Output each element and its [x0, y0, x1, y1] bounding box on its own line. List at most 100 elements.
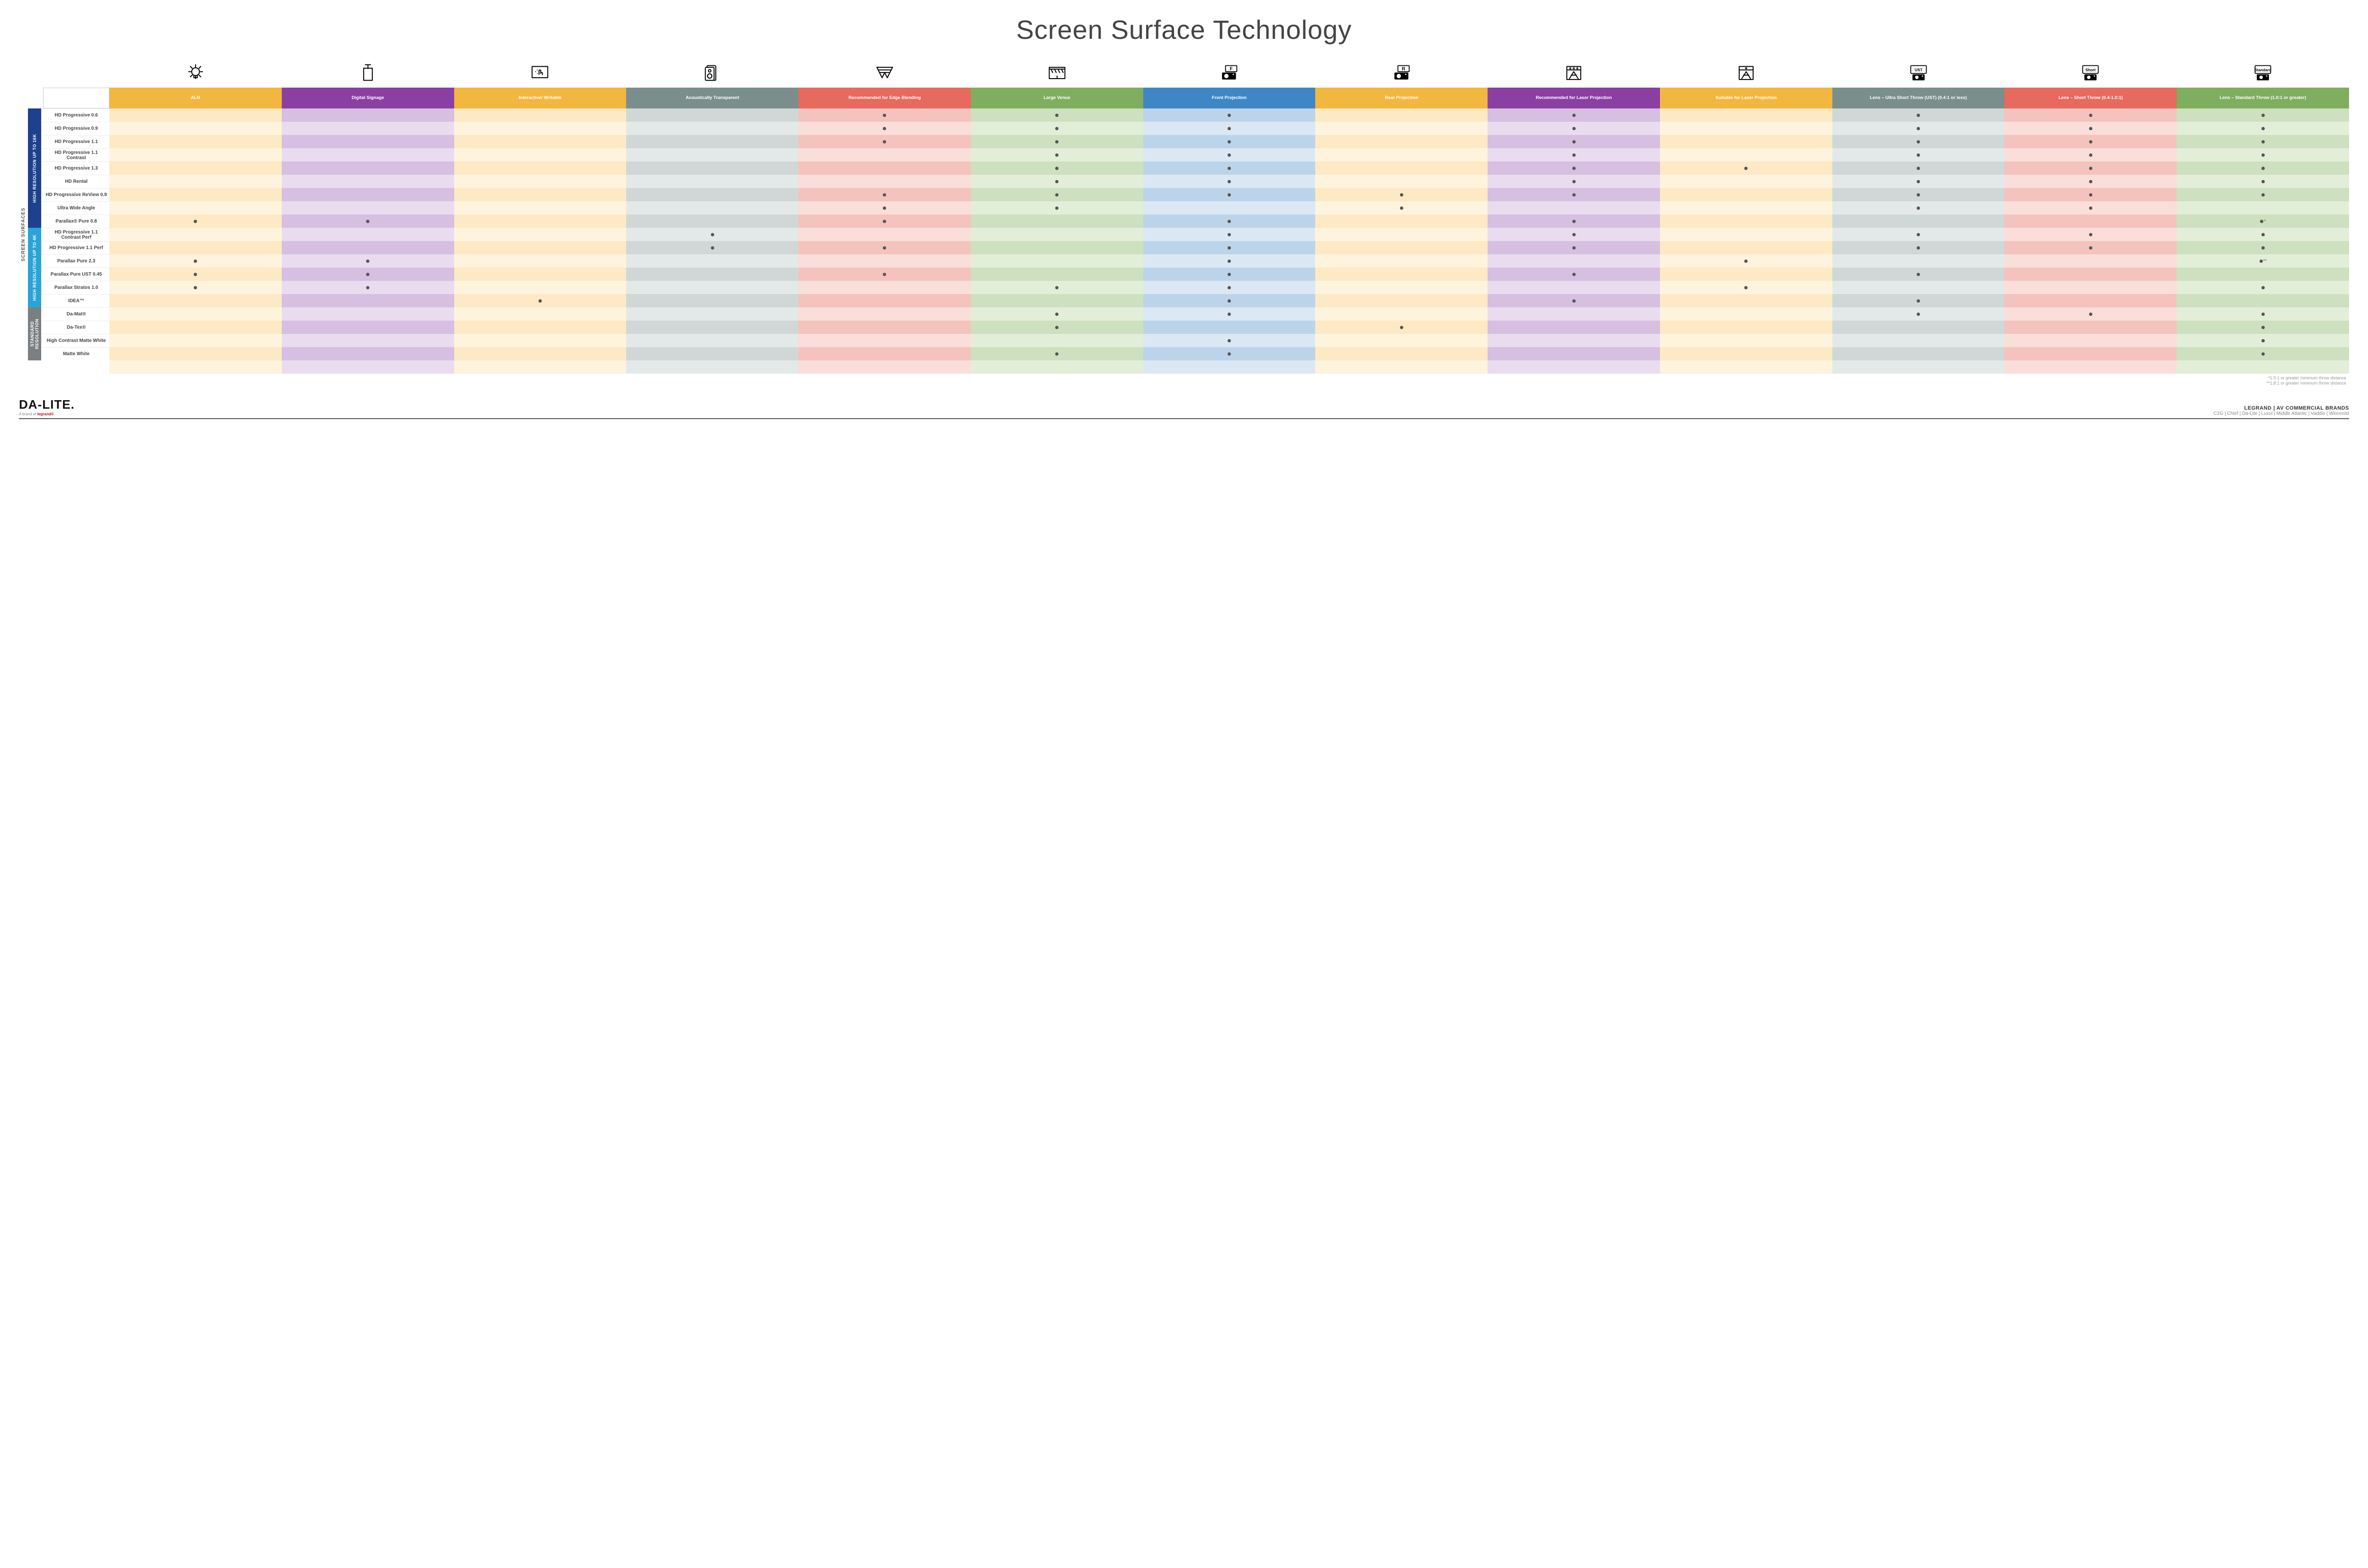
large-icon — [971, 59, 1143, 88]
cell-at — [626, 334, 798, 347]
cell-dsig — [282, 188, 454, 201]
cell-large — [971, 281, 1143, 294]
cell-large — [971, 307, 1143, 321]
row-label: Parallax Pure UST 0.45 — [43, 268, 109, 281]
cell-rlp — [1488, 321, 1660, 334]
cell-edge — [798, 175, 971, 188]
cell-front — [1143, 241, 1316, 254]
group-bar: STANDARD RESOLUTION — [28, 307, 41, 360]
dot-marker — [1572, 273, 1576, 276]
icon-spacer — [43, 59, 109, 88]
cell-at — [626, 135, 798, 148]
dot-marker — [2261, 180, 2265, 183]
svg-text:Short: Short — [2086, 68, 2096, 72]
dot-marker — [2089, 180, 2092, 183]
logo-subtext: A brand of legrand® — [19, 412, 75, 416]
dot-marker — [883, 127, 886, 130]
cell-slp — [1660, 215, 1832, 228]
logo-text: DA-LITE. — [19, 397, 75, 412]
cell-rlp — [1488, 334, 1660, 347]
footnote: *1.5:1 or greater minimum throw distance — [19, 376, 2346, 381]
cell-rear — [1315, 281, 1488, 294]
cell-ust — [1832, 281, 2005, 294]
cell-rlp — [1488, 307, 1660, 321]
cell-edge — [798, 254, 971, 268]
cell-ust — [1832, 148, 2005, 161]
dot-marker — [1228, 273, 1231, 276]
dot-marker — [366, 273, 369, 276]
cell-front — [1143, 201, 1316, 215]
row-label: Da-Mat® — [43, 307, 109, 321]
col-header-iw: Interactive/ Writable — [454, 88, 627, 108]
cell-large — [971, 161, 1143, 175]
cell-dsig — [282, 241, 454, 254]
dot-marker — [1228, 153, 1231, 157]
col-header-slp: Suitable for Laser Projection — [1660, 88, 1832, 108]
row-label: High Contrast Matte White — [43, 334, 109, 347]
cell-rear — [1315, 254, 1488, 268]
cell-short — [2004, 161, 2177, 175]
cell-rlp — [1488, 228, 1660, 241]
cell-large — [971, 228, 1143, 241]
dot-marker — [883, 273, 886, 276]
cell-front — [1143, 108, 1316, 122]
cell-front — [1143, 321, 1316, 334]
cell-slp — [1660, 201, 1832, 215]
cell-rear — [1315, 188, 1488, 201]
cell-rlp — [1488, 294, 1660, 307]
dot-marker — [1228, 140, 1231, 143]
cell-slp — [1660, 122, 1832, 135]
cell-iw — [454, 122, 627, 135]
cell-slp — [1660, 108, 1832, 122]
cell-iw — [454, 228, 627, 241]
cell-std — [2177, 294, 2349, 307]
dot-marker — [2089, 153, 2092, 157]
cell-edge — [798, 122, 971, 135]
cell-ust — [1832, 268, 2005, 281]
col-header-short: Lens – Short Throw (0.4-1.0:1) — [2004, 88, 2177, 108]
cell-std — [2177, 161, 2349, 175]
rear-icon: R — [1315, 59, 1488, 88]
dot-marker — [1055, 286, 1058, 289]
cell-rlp — [1488, 161, 1660, 175]
footer: DA-LITE. A brand of legrand® LEGRAND | A… — [19, 397, 2349, 419]
cell-front — [1143, 135, 1316, 148]
cell-dsig — [282, 294, 454, 307]
col-header-ust: Lens – Ultra Short Throw (UST) (0.4:1 or… — [1832, 88, 2005, 108]
dot-marker — [1917, 180, 1920, 183]
cell-std — [2177, 268, 2349, 281]
cell-alr — [109, 281, 282, 294]
cell-ust — [1832, 161, 2005, 175]
cell-edge — [798, 334, 971, 347]
cell-large — [971, 347, 1143, 360]
cell-front — [1143, 268, 1316, 281]
cell-iw — [454, 321, 627, 334]
slp-icon: ★ — [1660, 59, 1832, 88]
cell-dsig — [282, 268, 454, 281]
cell-front — [1143, 161, 1316, 175]
cell-dsig — [282, 161, 454, 175]
brand-list: LEGRAND | AV COMMERCIAL BRANDS C2G | Chi… — [2214, 405, 2349, 416]
dot-marker — [1572, 193, 1576, 197]
svg-text:UST: UST — [1914, 68, 1922, 72]
col-header-large: Large Venue — [971, 88, 1143, 108]
cell-rear — [1315, 241, 1488, 254]
cell-ust — [1832, 108, 2005, 122]
cell-front — [1143, 294, 1316, 307]
cell-short — [2004, 188, 2177, 201]
dot-marker — [2089, 167, 2092, 170]
row-label: HD Progressive 1.1 Contrast Perf — [43, 228, 109, 241]
std-icon: Standard — [2177, 59, 2349, 88]
dot-marker — [1055, 127, 1058, 130]
cell-edge — [798, 188, 971, 201]
cell-std — [2177, 188, 2349, 201]
cell-alr — [109, 201, 282, 215]
cell-alr — [109, 188, 282, 201]
cell-front — [1143, 307, 1316, 321]
cell-alr — [109, 122, 282, 135]
cell-slp — [1660, 347, 1832, 360]
row-label: HD Progressive 1.1 — [43, 135, 109, 148]
cell-dsig — [282, 321, 454, 334]
cell-alr — [109, 307, 282, 321]
dot-marker — [711, 246, 714, 250]
